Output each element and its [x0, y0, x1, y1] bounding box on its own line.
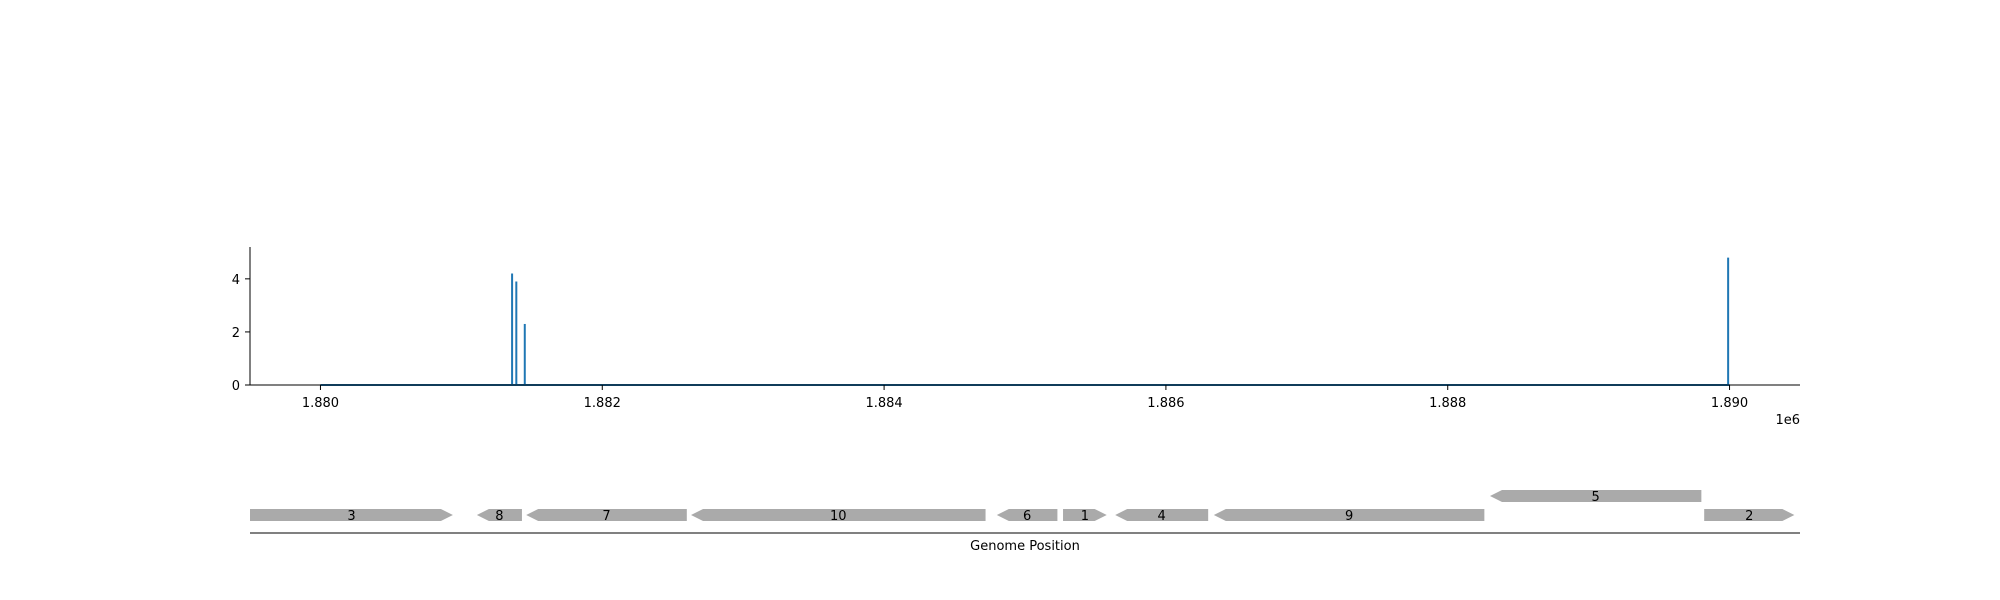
gene-arrow [476, 509, 522, 521]
gene-arrow [1115, 509, 1209, 521]
y-tick-label: 4 [232, 273, 240, 288]
gene-label: 6 [1023, 509, 1031, 524]
gene-label: 10 [830, 509, 847, 524]
gene-arrow [1213, 509, 1485, 521]
gene-8: 8 [476, 509, 522, 524]
gene-10: 10 [691, 509, 986, 524]
gene-map: 3 8 7 10 6 1 4 9 5 2 Genome Position [250, 490, 1800, 554]
gene-4: 4 [1115, 509, 1209, 524]
gene-7: 7 [526, 509, 687, 524]
x-axis-offset-label: 1e6 [1775, 413, 1800, 428]
gene-label: 1 [1081, 509, 1089, 524]
gene-arrow [1063, 509, 1107, 521]
gene-arrow [1704, 509, 1795, 521]
gene-arrow [1490, 490, 1702, 502]
gene-arrow [691, 509, 986, 521]
gene-arrow [996, 509, 1058, 521]
gene-label: 4 [1158, 509, 1166, 524]
gene-label: 3 [347, 509, 355, 524]
gene-label: 7 [602, 509, 610, 524]
gene-label: 5 [1592, 490, 1600, 505]
x-tick-label: 1.884 [865, 396, 902, 411]
gene-9: 9 [1213, 509, 1485, 524]
x-ticks: 1.880 1.882 1.884 1.886 1.888 1.890 [302, 385, 1748, 411]
gene-6: 6 [996, 509, 1058, 524]
gene-map-xlabel: Genome Position [970, 539, 1080, 554]
gene-arrow [250, 509, 453, 521]
gene-3: 3 [250, 509, 453, 524]
x-tick-label: 1.882 [584, 396, 621, 411]
x-tick-label: 1.888 [1429, 396, 1466, 411]
gene-label: 9 [1345, 509, 1353, 524]
gene-1: 1 [1063, 509, 1107, 524]
gene-label: 2 [1745, 509, 1753, 524]
gene-5: 5 [1490, 490, 1702, 505]
x-tick-label: 1.880 [302, 396, 339, 411]
gene-2: 2 [1704, 509, 1795, 524]
gene-arrow [526, 509, 687, 521]
y-ticks: 0 2 4 [232, 273, 250, 394]
x-tick-label: 1.886 [1147, 396, 1184, 411]
gene-label: 8 [495, 509, 503, 524]
y-tick-label: 0 [232, 379, 240, 394]
x-tick-label: 1.890 [1711, 396, 1748, 411]
gene-features: 3 8 7 10 6 1 4 9 5 2 [250, 490, 1795, 524]
coverage-spikes [511, 257, 1730, 385]
coverage-plot: 1.880 1.882 1.884 1.886 1.888 1.890 0 2 4 1e6 [232, 247, 1800, 428]
y-tick-label: 2 [232, 326, 240, 341]
